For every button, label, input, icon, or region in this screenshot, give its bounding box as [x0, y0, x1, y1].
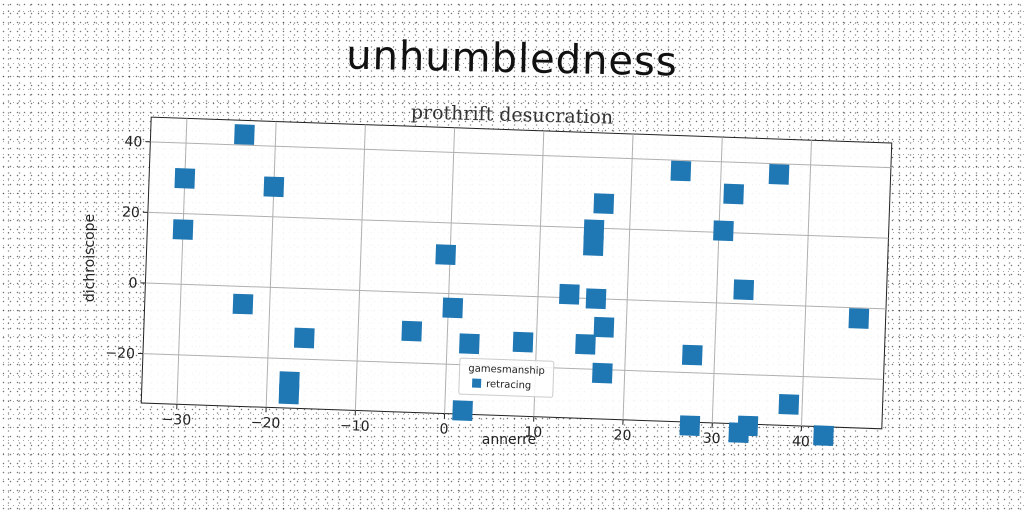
x-grid-line	[444, 127, 456, 414]
x-tick-label: −20	[251, 415, 281, 432]
data-point	[848, 308, 870, 329]
tick-marks: −30 −20 −10 0 10 20 30 40 −20 0 20 40	[105, 134, 810, 451]
data-point	[575, 333, 596, 355]
data-point	[452, 400, 473, 421]
data-point	[234, 124, 255, 145]
x-tick-label: 30	[703, 431, 721, 448]
x-tick-label: −10	[340, 418, 370, 435]
x-axis-label: annerre	[482, 432, 537, 448]
data-point	[401, 320, 423, 342]
x-grid-line	[622, 133, 634, 420]
data-point	[459, 333, 480, 355]
x-tick-label: 10	[524, 424, 542, 441]
data-point	[591, 362, 613, 384]
data-point	[232, 293, 254, 315]
data-point	[174, 168, 196, 189]
data-point	[585, 288, 607, 310]
plot-background	[140, 116, 893, 430]
x-grid-line	[800, 140, 812, 427]
data-point	[733, 279, 755, 301]
legend: gamesmanship retracing	[458, 357, 555, 398]
y-grid-line	[150, 141, 891, 169]
data-point	[593, 193, 615, 214]
data-point	[713, 220, 734, 242]
x-grid-line	[711, 137, 723, 423]
data-point	[723, 183, 744, 205]
legend-series-label: retracing	[486, 379, 532, 392]
y-axis-label: dichroiscope	[82, 214, 98, 302]
data-point	[435, 244, 457, 265]
data-point	[559, 283, 580, 305]
y-grid-line	[145, 282, 886, 310]
data-point	[512, 331, 534, 353]
x-tick-label: 20	[613, 427, 631, 444]
data-point	[172, 219, 194, 240]
y-tick-label: −20	[105, 345, 135, 362]
legend-box	[458, 357, 555, 398]
data-point	[442, 297, 464, 319]
y-tick-label: 0	[128, 275, 137, 291]
data-point	[778, 394, 800, 415]
data-point	[679, 415, 701, 436]
data-points	[172, 124, 870, 446]
legend-title: gamesmanship	[468, 363, 545, 377]
data-point	[293, 327, 315, 349]
y-tick-label: 40	[124, 134, 142, 151]
data-point	[593, 316, 615, 338]
data-point	[263, 176, 285, 198]
data-point	[583, 219, 605, 241]
data-point	[583, 235, 604, 256]
data-point	[768, 164, 790, 185]
grid-lines	[142, 118, 891, 427]
data-point	[728, 422, 750, 444]
x-tick-label: 40	[792, 434, 810, 451]
x-grid-line	[354, 124, 366, 411]
legend-marker	[471, 378, 482, 388]
data-point	[670, 160, 692, 182]
y-grid-line	[147, 211, 889, 239]
x-grid-line	[176, 118, 188, 405]
x-tick-label: 0	[439, 421, 448, 437]
plot-area: −30 −20 −10 0 10 20 30 40 −20 0 20 40 gamesmanship …	[105, 116, 893, 451]
x-tick-label: −30	[161, 412, 191, 429]
y-tick-label: 20	[122, 205, 140, 222]
data-point	[813, 425, 834, 446]
x-grid-line	[265, 121, 277, 408]
data-point	[681, 344, 703, 366]
data-point	[278, 383, 300, 405]
